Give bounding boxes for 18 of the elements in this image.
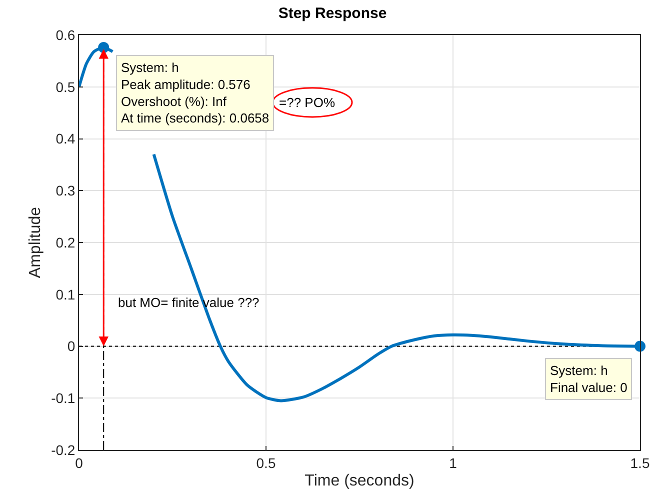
chart-title: Step Response xyxy=(278,5,387,22)
x-tick-label: 1.5 xyxy=(630,454,650,471)
annotation: System: h Peak amplitude: 0.576 Overshoot (%): Inf At time (seconds): 0.0658 xyxy=(121,60,270,126)
x-tick-label: 0.5 xyxy=(256,454,276,471)
y-tick-label: 0.1 xyxy=(56,286,76,302)
x-axis-title: Time (seconds) xyxy=(304,472,414,490)
y-tick-label: 0.5 xyxy=(56,78,76,95)
y-tick-label: 0.4 xyxy=(56,130,76,147)
annotation: System: h Final value: 0 xyxy=(550,363,628,395)
y-tick-label: 0.6 xyxy=(56,26,76,43)
y-tick-label: 0 xyxy=(67,338,76,354)
y-tick-label: -0.2 xyxy=(51,442,76,458)
y-tick-label: 0.2 xyxy=(56,234,76,250)
annotation: =?? PO% xyxy=(279,95,336,110)
y-axis-title: Amplitude xyxy=(26,206,44,278)
y-tick-label: -0.1 xyxy=(51,390,76,406)
y-tick-label: 0.3 xyxy=(56,182,76,199)
x-tick-label: 1 xyxy=(449,454,458,471)
